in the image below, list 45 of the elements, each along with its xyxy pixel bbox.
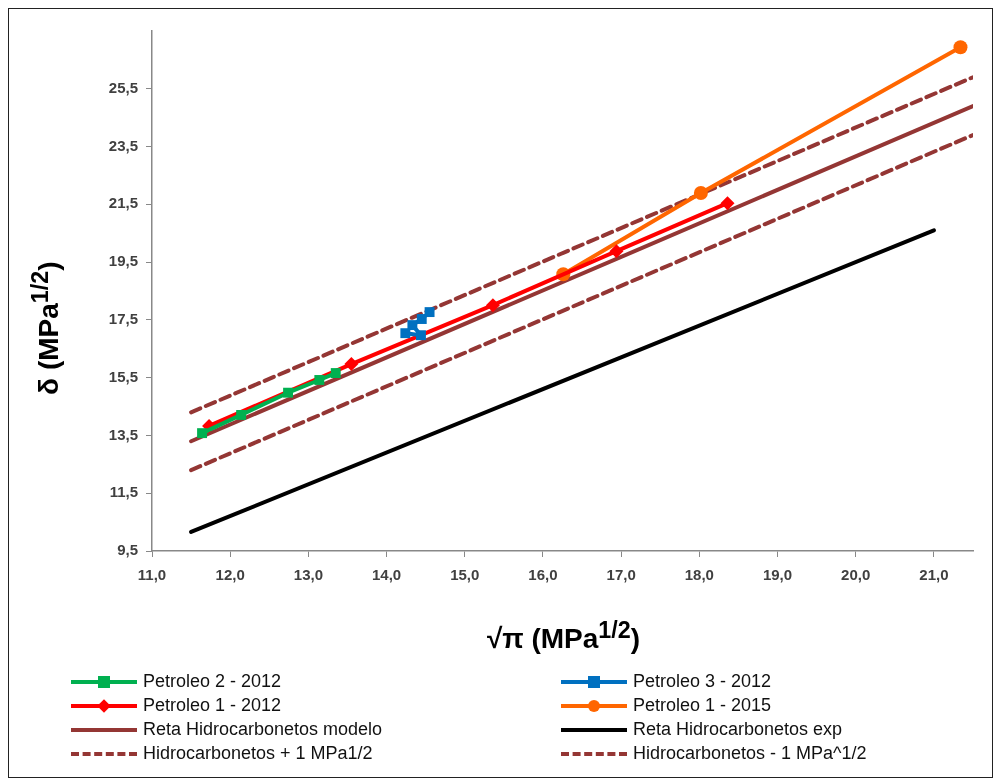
y-tick-label: 25,5 — [108, 78, 138, 96]
x-tick-label: 11,0 — [137, 566, 167, 584]
point — [400, 328, 411, 339]
point — [416, 314, 427, 324]
point — [407, 320, 418, 331]
x-tick-label: 19,0 — [762, 566, 793, 584]
legend-label: Petroleo 1 - 2015 — [633, 695, 772, 716]
y-tick-label: 15,5 — [108, 367, 138, 385]
point — [314, 375, 325, 385]
legend-label: Reta Hidrocarbonetos exp — [633, 719, 843, 740]
legend-label: Petroleo 3 - 2012 — [633, 671, 772, 692]
x-tick-label: 17,0 — [606, 566, 636, 584]
x-tick-label: 15,0 — [450, 566, 480, 584]
y-tick-label: 21,5 — [108, 194, 138, 212]
x-axis-title: √π (MPa$^{1/2}$) — [485, 617, 642, 656]
point — [236, 409, 247, 420]
legend-label: Petroleo 2 - 2012 — [143, 671, 282, 692]
point — [416, 330, 426, 341]
y-tick-label: 23,5 — [108, 136, 138, 154]
point — [485, 298, 500, 313]
point — [330, 368, 341, 378]
y-tick-label: 13,5 — [108, 425, 138, 443]
x-tick-label: 14,0 — [371, 566, 402, 584]
x-tick-label: 18,0 — [684, 566, 714, 584]
point — [693, 186, 708, 201]
y-tick-label: 9,5 — [117, 541, 138, 559]
y-tick-label: 17,5 — [108, 310, 138, 328]
legend-label: Hidrocarbonetos - 1 MPa^1/2 — [633, 743, 867, 764]
legend-label: Hidrocarbonetos + 1 MPa1/2 — [143, 743, 373, 764]
y-tick-label: 19,5 — [108, 252, 138, 270]
point — [424, 307, 435, 318]
x-tick-label: 16,0 — [528, 566, 558, 584]
point — [197, 428, 207, 439]
x-tick-label: 21,0 — [919, 566, 949, 584]
point — [344, 357, 359, 372]
y-tick-label: 11,5 — [109, 483, 138, 501]
point — [953, 40, 968, 55]
x-tick-label: 12,0 — [215, 566, 245, 584]
point — [283, 387, 293, 398]
legend-label: Reta Hidrocarbonetos modelo — [143, 719, 383, 740]
point — [720, 196, 735, 211]
x-tick-label: 20,0 — [841, 566, 871, 584]
x-tick-label: 13,0 — [293, 566, 323, 584]
legend-label: Petroleo 1 - 2012 — [143, 695, 282, 716]
point — [609, 244, 624, 259]
